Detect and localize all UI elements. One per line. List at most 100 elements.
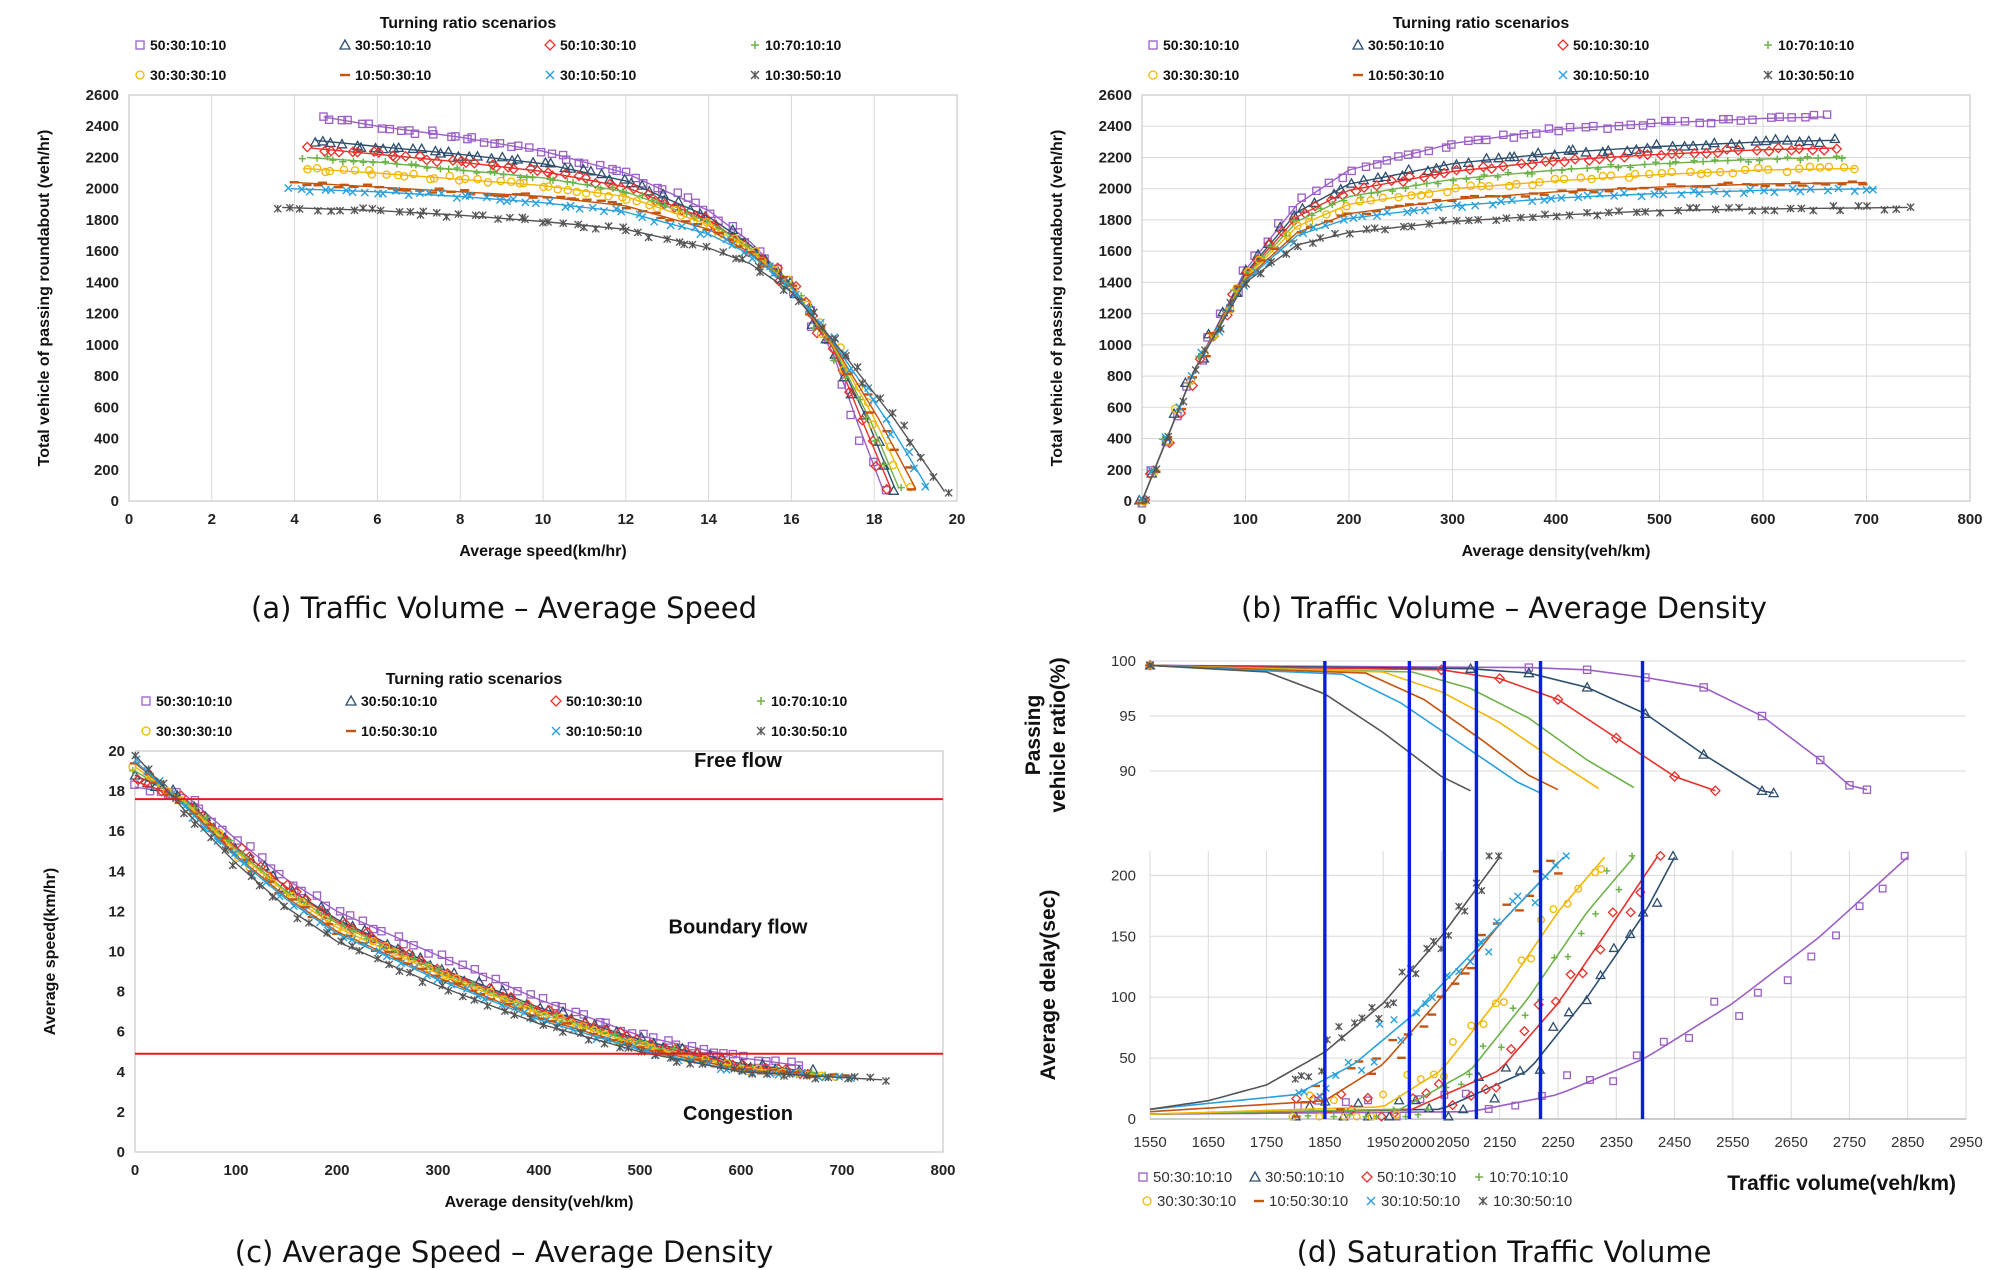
- data-point: [1370, 224, 1379, 233]
- data-point: [1528, 170, 1536, 178]
- data-point: [649, 1033, 658, 1042]
- data-point: [776, 276, 785, 285]
- data-point: [1801, 112, 1810, 122]
- delay-point: [1832, 931, 1840, 940]
- delay-point: [1443, 1110, 1454, 1121]
- data-point: [1434, 180, 1442, 188]
- data-point: [544, 182, 553, 191]
- data-point: [470, 995, 479, 1004]
- delay-point: [1460, 907, 1469, 915]
- delay-point: [1550, 996, 1562, 1007]
- data-point: [368, 204, 377, 213]
- data-point: [1829, 201, 1838, 211]
- x-tick-label: 1550: [1133, 1134, 1166, 1151]
- data-point: [289, 901, 298, 911]
- data-point: [312, 891, 322, 900]
- data-point: [728, 240, 737, 249]
- data-point: [882, 415, 891, 424]
- data-point: [460, 981, 470, 991]
- data-point: [672, 195, 685, 206]
- trend-line: [306, 156, 900, 489]
- data-point: [811, 1074, 820, 1083]
- y-tick-label: 1800: [86, 212, 119, 229]
- data-point: [842, 374, 850, 382]
- data-point: [1492, 216, 1501, 225]
- data-point: [905, 447, 914, 457]
- data-point: [866, 1073, 875, 1082]
- delay-point: [1685, 1034, 1694, 1042]
- data-point: [716, 1061, 725, 1070]
- data-point: [1761, 206, 1770, 215]
- data-point: [471, 211, 480, 220]
- data-point: [1785, 144, 1798, 156]
- data-point: [1321, 221, 1330, 230]
- x-tick-label: 4: [290, 511, 299, 528]
- data-point: [638, 213, 647, 222]
- data-point: [1429, 168, 1441, 180]
- delay-point: [1316, 1092, 1324, 1101]
- delay-point: [1308, 1093, 1319, 1105]
- data-point: [1382, 207, 1392, 217]
- data-point: [1854, 201, 1863, 210]
- legend-label: 30:50:10:10: [1368, 37, 1444, 53]
- data-point: [1475, 175, 1484, 183]
- delay-point: [1383, 1110, 1395, 1121]
- delay-point: [1376, 1111, 1387, 1122]
- data-point: [1715, 167, 1725, 177]
- data-point: [728, 222, 738, 231]
- data-point: [442, 145, 455, 157]
- data-point: [246, 842, 255, 851]
- data-point: [853, 362, 862, 372]
- data-point: [1594, 165, 1602, 173]
- y-tick-label: 600: [1107, 399, 1132, 416]
- data-point: [1773, 155, 1781, 164]
- data-point: [1540, 210, 1550, 219]
- data-point: [1782, 167, 1792, 177]
- data-point: [551, 1001, 560, 1011]
- delay-point: [1577, 968, 1588, 979]
- y-tick-label: 0: [111, 493, 119, 510]
- data-point: [699, 211, 711, 223]
- delay-point: [1376, 1020, 1384, 1028]
- data-point: [909, 464, 919, 473]
- data-point: [1724, 156, 1732, 165]
- data-point: [434, 147, 447, 158]
- delay-point: [1608, 942, 1620, 953]
- data-point: [1583, 154, 1595, 166]
- x-tick-label: 300: [1440, 511, 1465, 528]
- delay-point: [1344, 1058, 1353, 1067]
- data-point: [572, 187, 582, 197]
- data-point: [1793, 143, 1805, 155]
- data-point: [393, 160, 401, 168]
- y-tick-label: 1600: [86, 243, 119, 260]
- data-point: [1619, 188, 1629, 198]
- data-point: [288, 881, 298, 890]
- data-point: [612, 204, 621, 213]
- data-point: [1316, 233, 1325, 242]
- data-point: [1787, 113, 1796, 122]
- data-point: [1803, 153, 1811, 161]
- region-label: Boundary flow: [669, 916, 808, 938]
- data-point: [339, 165, 349, 175]
- delay-point: [1625, 907, 1636, 918]
- y-tick-label-bottom: 200: [1111, 867, 1136, 884]
- data-point: [1420, 206, 1430, 215]
- data-point: [1488, 200, 1497, 209]
- data-point: [1394, 192, 1403, 202]
- data-point: [324, 115, 334, 124]
- data-point: [1403, 150, 1413, 159]
- data-point: [1567, 165, 1575, 173]
- data-point: [358, 119, 367, 129]
- data-point: [1396, 169, 1409, 181]
- y-tick-label-bottom: 100: [1111, 989, 1136, 1006]
- data-point: [412, 161, 420, 169]
- data-point: [566, 201, 575, 210]
- data-point: [1839, 163, 1849, 172]
- data-point: [791, 290, 800, 299]
- ratio-line: [1149, 664, 1541, 794]
- x-tick-label: 2450: [1658, 1134, 1691, 1151]
- data-point: [336, 138, 348, 149]
- delay-point: [1455, 902, 1463, 911]
- data-point: [1641, 142, 1654, 153]
